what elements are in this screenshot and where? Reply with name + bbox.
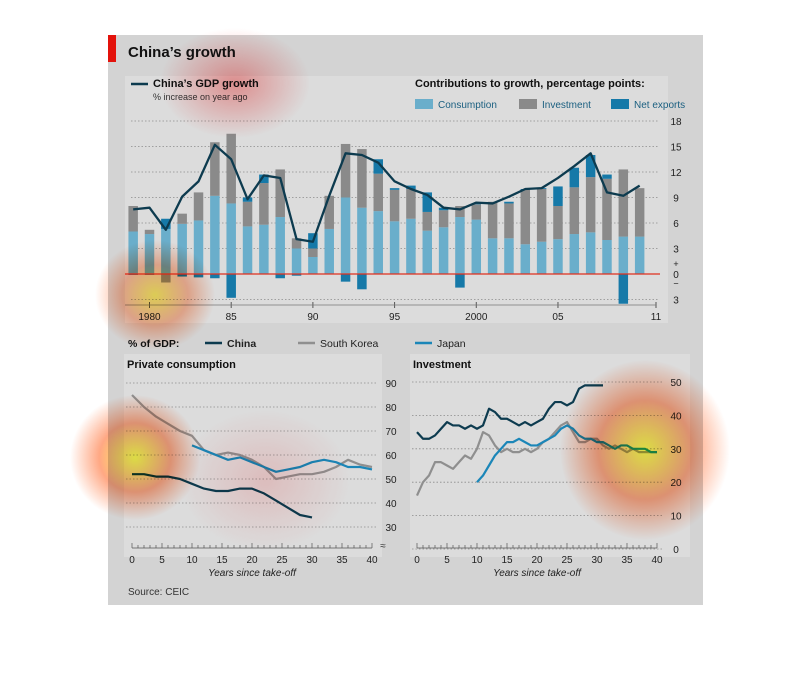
investment-x-tick-label: 10 bbox=[471, 555, 483, 566]
axis-break-icon: ≈ bbox=[380, 541, 386, 552]
investment-x-tick-label: 35 bbox=[621, 555, 633, 566]
consumption-x-tick-label: 0 bbox=[129, 555, 135, 566]
consumption-y-tick-label: 40 bbox=[385, 499, 397, 510]
consumption-x-tick-label: 15 bbox=[216, 555, 228, 566]
investment-y-tick-label: 0 bbox=[673, 545, 679, 556]
investment-x-label: Years since take-off bbox=[493, 568, 582, 579]
investment-y-tick-label: 30 bbox=[670, 445, 682, 456]
consumption-x-tick-label: 40 bbox=[366, 555, 378, 566]
investment-x-tick-label: 5 bbox=[444, 555, 450, 566]
consumption-y-tick-label: 30 bbox=[385, 523, 397, 534]
consumption-y-tick-label: 50 bbox=[385, 475, 397, 486]
investment-x-tick-label: 40 bbox=[651, 555, 663, 566]
investment-y-tick-label: 40 bbox=[670, 411, 682, 422]
legend-china-label: China bbox=[227, 338, 256, 350]
consumption-y-tick-label: 60 bbox=[385, 451, 397, 462]
consumption-y-tick-label: 90 bbox=[385, 379, 397, 390]
consumption-x-tick-label: 35 bbox=[336, 555, 348, 566]
investment-y-tick-label: 20 bbox=[670, 478, 682, 489]
consumption-plot-area bbox=[124, 354, 382, 557]
legend-south-korea-label: South Korea bbox=[320, 338, 379, 350]
investment-x-tick-label: 25 bbox=[561, 555, 573, 566]
share-header: % of GDP: bbox=[128, 338, 179, 350]
investment-x-tick-label: 0 bbox=[414, 555, 420, 566]
consumption-title: Private consumption bbox=[127, 359, 236, 371]
consumption-x-tick-label: 5 bbox=[159, 555, 165, 566]
investment-plot-area bbox=[410, 354, 690, 557]
consumption-x-tick-label: 25 bbox=[276, 555, 288, 566]
investment-x-tick-label: 15 bbox=[501, 555, 513, 566]
investment-y-tick-label: 10 bbox=[670, 512, 682, 523]
legend-japan-label: Japan bbox=[437, 338, 466, 350]
consumption-x-tick-label: 20 bbox=[246, 555, 258, 566]
consumption-x-tick-label: 10 bbox=[186, 555, 198, 566]
investment-title: Investment bbox=[413, 359, 471, 371]
investment-x-tick-label: 20 bbox=[531, 555, 543, 566]
investment-y-tick-label: 50 bbox=[670, 378, 682, 389]
consumption-x-tick-label: 30 bbox=[306, 555, 318, 566]
source-note: Source: CEIC bbox=[128, 587, 189, 598]
consumption-x-label: Years since take-off bbox=[208, 568, 297, 579]
consumption-y-tick-label: 80 bbox=[385, 403, 397, 414]
consumption-y-tick-label: 70 bbox=[385, 427, 397, 438]
investment-x-tick-label: 30 bbox=[591, 555, 603, 566]
